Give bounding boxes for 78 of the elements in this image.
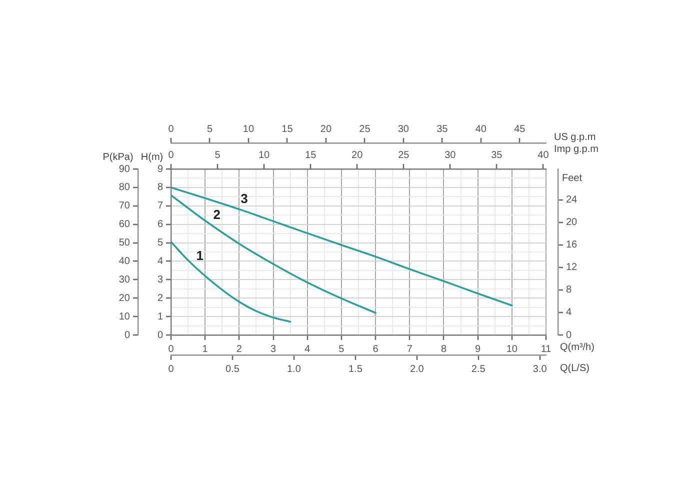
line-series: [171, 186, 513, 306]
y-tick-label: 0: [566, 330, 572, 341]
y2-tick-label: 10: [118, 311, 130, 322]
x-tick-label: 6: [372, 344, 379, 355]
y2-tick-label: 70: [118, 200, 130, 212]
y-tick-label: 6: [157, 219, 164, 230]
y-tick-label: 12: [566, 262, 578, 274]
x2-tick-label: 0: [168, 150, 174, 161]
x-tick-label: 0: [168, 344, 174, 355]
y2-axis-title: P(kPa): [102, 152, 134, 163]
x-tick-label: 2: [236, 344, 242, 355]
x2-tick-label: 40: [538, 150, 550, 161]
y2-tick-label: 60: [118, 219, 130, 230]
x-tick-label: 0.5: [226, 364, 240, 375]
y-tick-label: 3: [157, 274, 164, 286]
x-tick-label: 1.5: [348, 364, 363, 375]
x2-tick-label: 15: [305, 150, 317, 161]
y-tick-label: 4: [566, 307, 572, 318]
x2-tick-label: 10: [258, 150, 270, 161]
x2-tick-label: 35: [436, 124, 448, 135]
x-axis-title: Q(L/S): [560, 362, 590, 374]
x-tick-label: 4: [304, 344, 311, 355]
x-axis-title: Q(m³/h): [560, 342, 594, 353]
y-tick-label: 20: [566, 217, 578, 228]
x-tick-label: 7: [406, 344, 413, 355]
y2-tick-label: 90: [118, 164, 130, 175]
y-tick-label: 24: [566, 194, 578, 206]
x-tick-label: 5: [338, 344, 345, 355]
x2-tick-label: 25: [359, 124, 371, 135]
x2-tick-label: 5: [206, 124, 213, 135]
x-tick-label: 10: [506, 344, 518, 355]
x2-tick-label: 20: [352, 150, 364, 161]
line-series: [171, 240, 292, 323]
x-tick-label: 2.0: [410, 364, 424, 375]
x2-tick-label: 30: [398, 124, 410, 135]
x-tick-label: 1.0: [287, 364, 302, 375]
y-axis-title: H(m): [140, 152, 164, 163]
y2-tick-label: 20: [118, 292, 130, 304]
series-label: 1: [196, 248, 204, 264]
y-tick-label: 0: [157, 330, 164, 341]
y2-tick-label: 50: [118, 238, 130, 249]
y-tick-label: 8: [157, 182, 164, 194]
x-tick-label: 2.5: [471, 364, 486, 375]
y-tick-label: 16: [566, 240, 578, 251]
y2-tick-label: 0: [124, 330, 130, 341]
series-label: 2: [213, 206, 221, 222]
x2-tick-label: 20: [320, 124, 332, 135]
x2-axis-title: Imp g.p.m: [554, 144, 598, 155]
x-tick-label: 9: [475, 344, 482, 355]
x2-tick-label: 25: [398, 150, 410, 161]
y-tick-label: 2: [157, 292, 164, 304]
x-tick-label: 8: [440, 344, 447, 355]
y-tick-label: 1: [157, 311, 164, 322]
y-tick-label: 5: [157, 238, 164, 249]
y2-tick-label: 40: [118, 256, 130, 267]
x2-tick-label: 5: [214, 150, 221, 161]
x2-tick-label: 45: [514, 124, 526, 135]
y2-tick-label: 80: [118, 182, 130, 194]
x2-tick-label: 30: [444, 150, 456, 161]
x2-tick-label: 10: [242, 124, 254, 135]
x2-tick-label: 0: [168, 124, 174, 135]
x-tick-label: 3: [270, 344, 276, 355]
x2-tick-label: 40: [475, 124, 487, 135]
y-axis-title: Feet: [562, 172, 582, 184]
x-tick-label: 1: [202, 344, 208, 355]
x2-axis-title: US g.p.m: [554, 132, 596, 143]
x2-tick-label: 15: [282, 124, 294, 135]
y-tick-label: 8: [566, 284, 572, 296]
y-tick-label: 4: [157, 256, 164, 267]
x-tick-label: 11: [540, 344, 552, 355]
x-tick-label: 3.0: [532, 364, 548, 375]
x2-tick-label: 35: [491, 150, 503, 161]
y2-tick-label: 30: [118, 274, 130, 286]
y-tick-label: 9: [157, 164, 164, 175]
x-tick-label: 0: [168, 364, 174, 375]
line-series: [171, 194, 376, 314]
y-tick-label: 7: [157, 200, 164, 212]
series-label: 3: [240, 190, 248, 206]
